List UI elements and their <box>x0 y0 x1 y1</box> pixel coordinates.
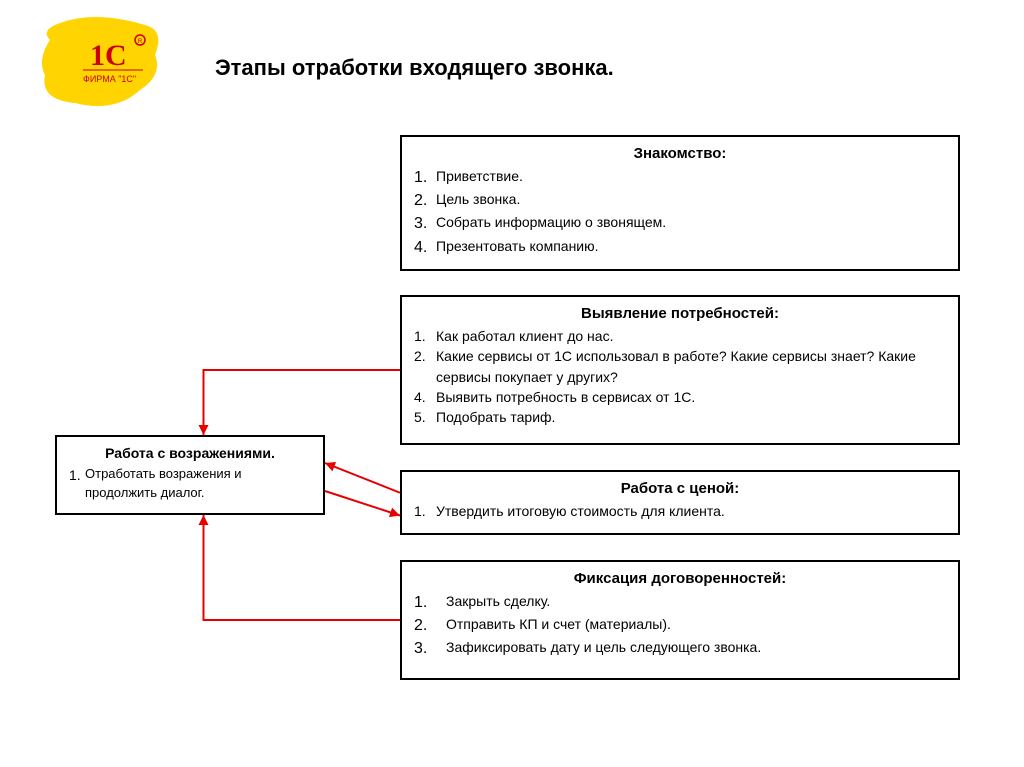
page-title: Этапы отработки входящего звонка. <box>215 55 614 81</box>
list-item: 1.Как работал клиент до нас. <box>414 326 946 346</box>
box-title: Работа с ценой: <box>414 480 946 497</box>
list-item: 4.Презентовать компанию. <box>414 236 946 259</box>
list-item: 2.Цель звонка. <box>414 189 946 212</box>
list-item: 3.Собрать информацию о звонящем. <box>414 212 946 235</box>
list-item: 5.Подобрать тариф. <box>414 407 946 427</box>
stage-box-price: Работа с ценой: 1.Утвердить итоговую сто… <box>400 470 960 535</box>
box-title: Знакомство: <box>414 145 946 162</box>
logo-text-main: 1C <box>90 39 127 72</box>
stage-box-agreements: Фиксация договоренностей: 1.Закрыть сдел… <box>400 560 960 680</box>
list-item: 2.Какие сервисы от 1С использовал в рабо… <box>414 346 946 387</box>
list-item: 1.Приветствие. <box>414 166 946 189</box>
list-item: 4.Выявить потребность в сервисах от 1С. <box>414 387 946 407</box>
stage-box-introduction: Знакомство: 1.Приветствие.2.Цель звонка.… <box>400 135 960 271</box>
box-title: Фиксация договоренностей: <box>414 570 946 587</box>
stage-box-needs: Выявление потребностей: 1.Как работал кл… <box>400 295 960 445</box>
list-item: 2.Отправить КП и счет (материалы). <box>414 614 946 637</box>
logo-text-sub: ФИРМА "1С" <box>83 74 136 84</box>
list-item: 1.Утвердить итоговую стоимость для клиен… <box>414 501 946 521</box>
svg-text:R: R <box>138 39 143 45</box>
box-title: Выявление потребностей: <box>414 305 946 322</box>
list-item: 3.Зафиксировать дату и цель следующего з… <box>414 637 946 660</box>
stage-box-objections: Работа с возражениями. 1.Отработать возр… <box>55 435 325 515</box>
list-item: 1.Закрыть сделку. <box>414 591 946 614</box>
logo: 1C R ФИРМА "1С" <box>35 15 165 115</box>
box-title: Работа с возражениями. <box>69 445 311 461</box>
list-item: 1.Отработать возражения и продолжить диа… <box>69 465 311 503</box>
